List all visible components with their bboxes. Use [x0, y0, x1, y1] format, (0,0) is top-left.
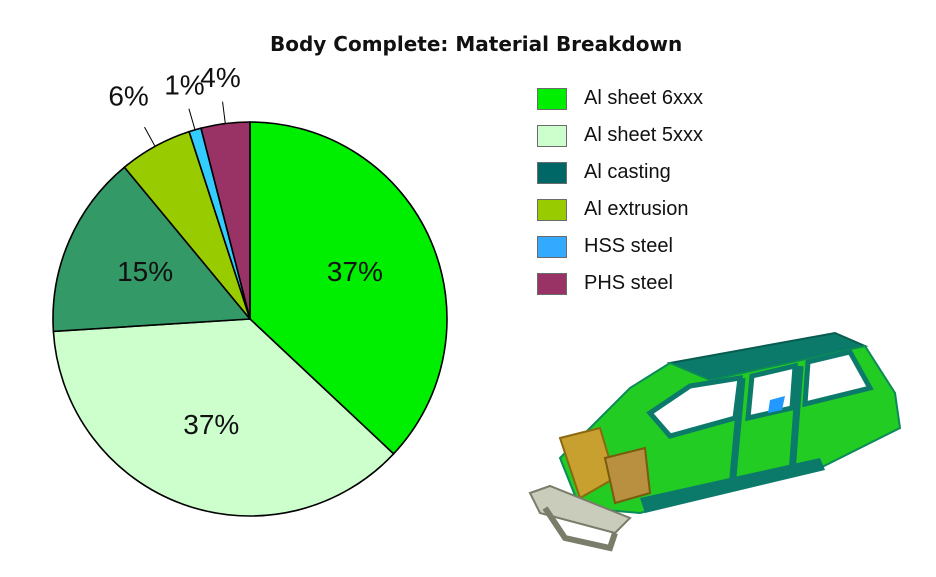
slice-label-al-casting: 15%	[117, 256, 173, 287]
slice-label-hss-steel: 1%	[164, 70, 204, 101]
legend-label: Al casting	[584, 161, 671, 183]
leader-line-phs-steel	[222, 101, 226, 124]
legend-item-hss-steel: HSS steel	[537, 228, 703, 265]
legend-label: Al sheet 5xxx	[584, 124, 703, 146]
pie-chart: 37% 37% 15% 6% 1%4%	[52, 62, 448, 517]
legend-label: HSS steel	[584, 235, 673, 257]
legend-label: Al sheet 6xxx	[584, 87, 703, 109]
legend-item-phs-steel: PHS steel	[537, 265, 703, 302]
legend-swatch	[537, 272, 567, 295]
legend-swatch	[537, 87, 567, 110]
pie-slice-al-sheet-6xxx	[249, 121, 448, 455]
legend-item-al-extrusion: Al extrusion	[537, 191, 703, 228]
legend: Al sheet 6xxx Al sheet 5xxx Al casting A…	[537, 80, 703, 302]
car-body-frame-icon	[528, 331, 902, 552]
legend-label: PHS steel	[584, 272, 673, 294]
slice-label-phs-steel: 4%	[200, 62, 240, 93]
slice-label-al-sheet-6xxx: 37%	[327, 256, 383, 287]
legend-swatch	[537, 198, 567, 221]
legend-label: Al extrusion	[584, 198, 689, 220]
pie-slice-phs-steel	[200, 121, 251, 320]
legend-swatch	[537, 235, 567, 258]
leader-line-al-extrusion	[144, 126, 156, 147]
legend-swatch	[537, 124, 567, 147]
slice-label-al-sheet-5xxx: 37%	[183, 409, 239, 440]
chart-title: Body Complete: Material Breakdown	[270, 32, 683, 56]
legend-swatch	[537, 161, 567, 184]
legend-item-al-sheet-5xxx: Al sheet 5xxx	[537, 117, 703, 154]
pie-slice-al-casting	[52, 166, 252, 333]
slice-label-al-extrusion: 6%	[108, 81, 148, 112]
pie-slice-al-sheet-5xxx	[52, 318, 395, 517]
leader-line-hss-steel	[188, 108, 196, 130]
legend-item-al-sheet-6xxx: Al sheet 6xxx	[537, 80, 703, 117]
legend-item-al-casting: Al casting	[537, 154, 703, 191]
